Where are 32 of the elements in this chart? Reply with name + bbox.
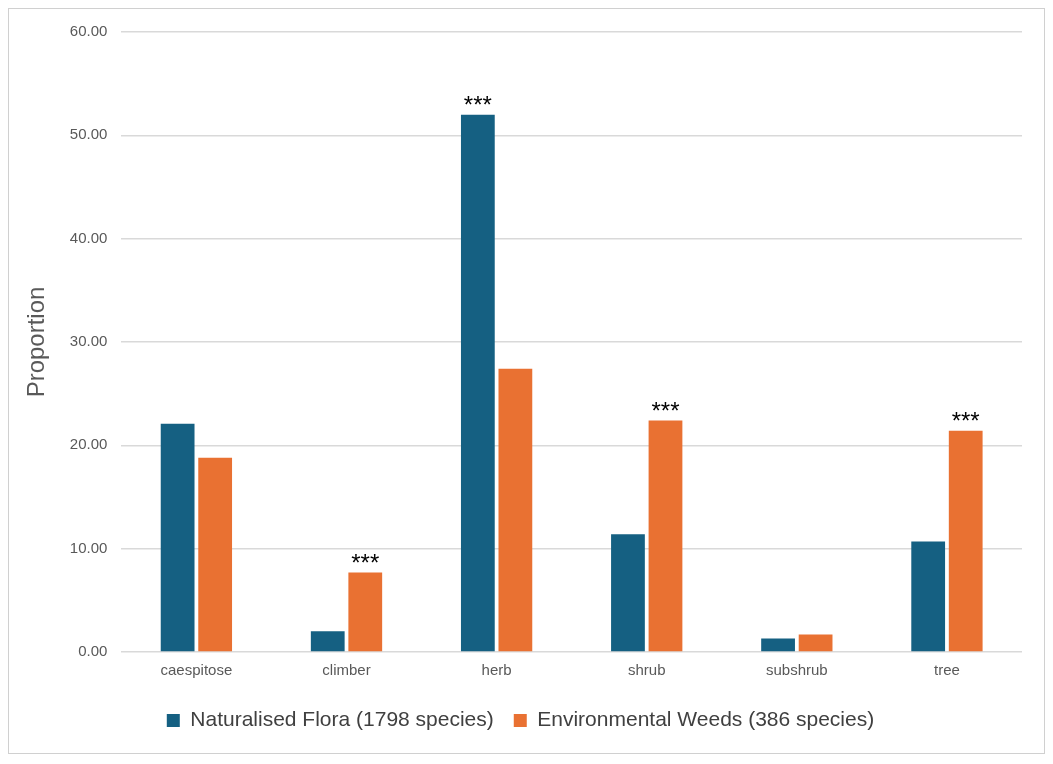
y-tick-label: 0.00 bbox=[78, 642, 108, 660]
y-tick-label: 50.00 bbox=[69, 125, 108, 143]
bar bbox=[648, 420, 683, 652]
y-tick-label: 10.00 bbox=[69, 538, 108, 556]
bar bbox=[498, 368, 533, 652]
x-tick-label: climber bbox=[322, 661, 371, 679]
annotation: *** bbox=[351, 549, 380, 577]
bar bbox=[198, 457, 233, 652]
x-tick-label: tree bbox=[934, 661, 960, 679]
bar bbox=[160, 423, 195, 652]
annotation: *** bbox=[463, 91, 492, 119]
y-tick-label: 30.00 bbox=[69, 332, 108, 350]
annotation: *** bbox=[651, 397, 680, 425]
legend-label: Naturalised Flora (1798 species) bbox=[190, 707, 494, 731]
bar bbox=[460, 114, 495, 652]
bar bbox=[761, 638, 795, 652]
bar bbox=[911, 541, 946, 652]
x-tick-label: caespitose bbox=[160, 661, 233, 679]
y-tick-label: 60.00 bbox=[69, 22, 108, 40]
x-tick-label: subshrub bbox=[765, 661, 828, 679]
x-tick-label: shrub bbox=[627, 661, 666, 679]
x-tick-label: herb bbox=[481, 661, 512, 679]
y-tick-label: 40.00 bbox=[69, 228, 108, 246]
y-axis-title: Proportion bbox=[22, 286, 50, 398]
bar bbox=[611, 534, 645, 652]
bar bbox=[310, 631, 345, 652]
annotation: *** bbox=[951, 407, 980, 435]
y-tick-label: 20.00 bbox=[69, 435, 108, 453]
bar bbox=[798, 634, 833, 652]
bar bbox=[948, 430, 983, 652]
legend-label: Environmental Weeds (386 species) bbox=[537, 707, 875, 731]
bar bbox=[348, 572, 383, 652]
